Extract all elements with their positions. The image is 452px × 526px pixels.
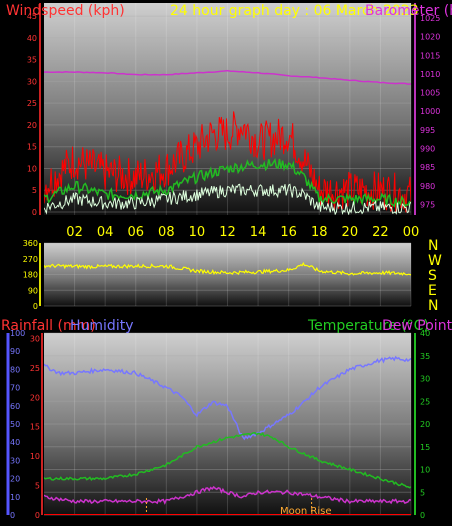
wind-legend: Windspeed (kph) [6,3,125,19]
direction-label-e: E [428,283,437,299]
wind-x-tick-label: 06 [127,225,144,240]
dewpoint-legend: Dew Point [382,318,452,334]
rain-y-tick-label: 10 [30,452,40,461]
humidity-y-tick-label: 100 [10,329,25,338]
wind-x-tick-label: 10 [189,225,206,240]
barometer-line [44,69,411,85]
temperature-line [44,432,411,489]
temp-y-tick-label: 30 [420,375,430,384]
humidity-y-tick-label: 70 [10,384,20,393]
barometer-y-tick-label: 985 [420,163,435,172]
wind-x-tick-label: 02 [66,225,83,240]
moon-rise-annotation: Moon Rise [280,506,331,517]
humidity-y-tick-label: 50 [10,420,20,429]
temp-y-tick-label: 25 [420,397,430,406]
direction-label-s: S [428,268,437,284]
humidity-y-tick-label: 30 [10,456,20,465]
gust-line [44,111,411,213]
direction-label-n-bottom: N [428,298,438,314]
direction-y-tick-label: 0 [33,302,38,311]
average-line [44,158,411,210]
direction-y-tick-label: 180 [23,271,38,280]
rain-y-tick-label: 25 [30,364,40,373]
rain-y-tick-label: 0 [35,511,40,520]
barometer-y-tick-label: 1005 [420,89,440,98]
humidity-y-tick-label: 10 [10,493,20,502]
chart-title: 24 hour graph day : 06 March 2023 [170,3,419,19]
rainfall-legend: Rainfall (mm) [1,318,96,334]
temperature-legend: Temperature (°C) [307,318,429,334]
humidity-y-tick-label: 40 [10,438,20,447]
direction-label-w: W [428,253,442,269]
humidity-y-tick-label: 80 [10,365,20,374]
barometer-y-tick-label: 990 [420,145,435,154]
direction-y-tick-label: 90 [28,286,38,295]
barometer-legend: Barometer (hPa) [365,3,452,19]
temp-y-tick-label: 0 [420,511,425,520]
direction-y-tick-label: 360 [23,239,38,248]
wind-x-tick-label: 14 [250,225,267,240]
humidity-y-tick-label: 90 [10,347,20,356]
wind-y-tick-label: 25 [27,99,37,108]
rain-y-tick-label: 5 [35,482,40,491]
wind-y-tick-label: 35 [27,56,37,65]
barometer-y-tick-label: 1025 [420,14,440,23]
wind-y-tick-label: 10 [27,164,37,173]
humidity-y-tick-label: 60 [10,402,20,411]
barometer-y-tick-label: 1000 [420,107,440,116]
wind-direction-line [44,261,411,276]
temp-y-tick-label: 40 [420,329,430,338]
rain-y-tick-label: 15 [30,423,40,432]
humidity-legend: Humidity [70,318,133,334]
barometer-y-tick-label: 980 [420,182,435,191]
barometer-y-tick-label: 1010 [420,70,440,79]
wind-y-tick-label: 5 [32,186,37,195]
wind-x-tick-label: 08 [158,225,175,240]
wind-y-tick-label: 40 [27,34,37,43]
wind-x-tick-label: 04 [97,225,114,240]
wind-x-tick-label: 18 [311,225,328,240]
wind-x-tick-label: 20 [342,225,359,240]
wind-y-tick-label: 30 [27,77,37,86]
wind-y-tick-label: 15 [27,143,37,152]
barometer-y-tick-label: 975 [420,201,435,210]
temp-y-tick-label: 20 [420,420,430,429]
wind-y-tick-label: 45 [27,12,37,21]
barometer-y-tick-label: 1015 [420,51,440,60]
humidity-line [44,355,411,441]
barometer-y-tick-label: 995 [420,126,435,135]
temp-plot-area [44,333,411,515]
humidity-y-tick-label: 20 [10,475,20,484]
temp-y-tick-label: 5 [420,488,425,497]
dewpoint-line [44,485,411,505]
wind-y-tick-label: 20 [27,121,37,130]
wind-x-tick-label: 22 [372,225,389,240]
wind-x-tick-label: 16 [280,225,297,240]
temp-y-tick-label: 10 [420,466,430,475]
rain-y-tick-label: 20 [30,393,40,402]
rain-y-tick-label: 30 [30,334,40,343]
wind-x-tick-label: 00 [403,225,420,240]
direction-y-tick-label: 270 [23,255,38,264]
barometer-y-tick-label: 1020 [420,33,440,42]
wind-y-tick-label: 0 [32,208,37,217]
speed-line [44,183,411,215]
temp-y-tick-label: 35 [420,352,430,361]
wind-x-tick-label: 12 [219,225,236,240]
direction-label-n-top: N [428,238,438,254]
temp-y-tick-label: 15 [420,443,430,452]
humidity-y-tick-label: 0 [10,511,15,520]
